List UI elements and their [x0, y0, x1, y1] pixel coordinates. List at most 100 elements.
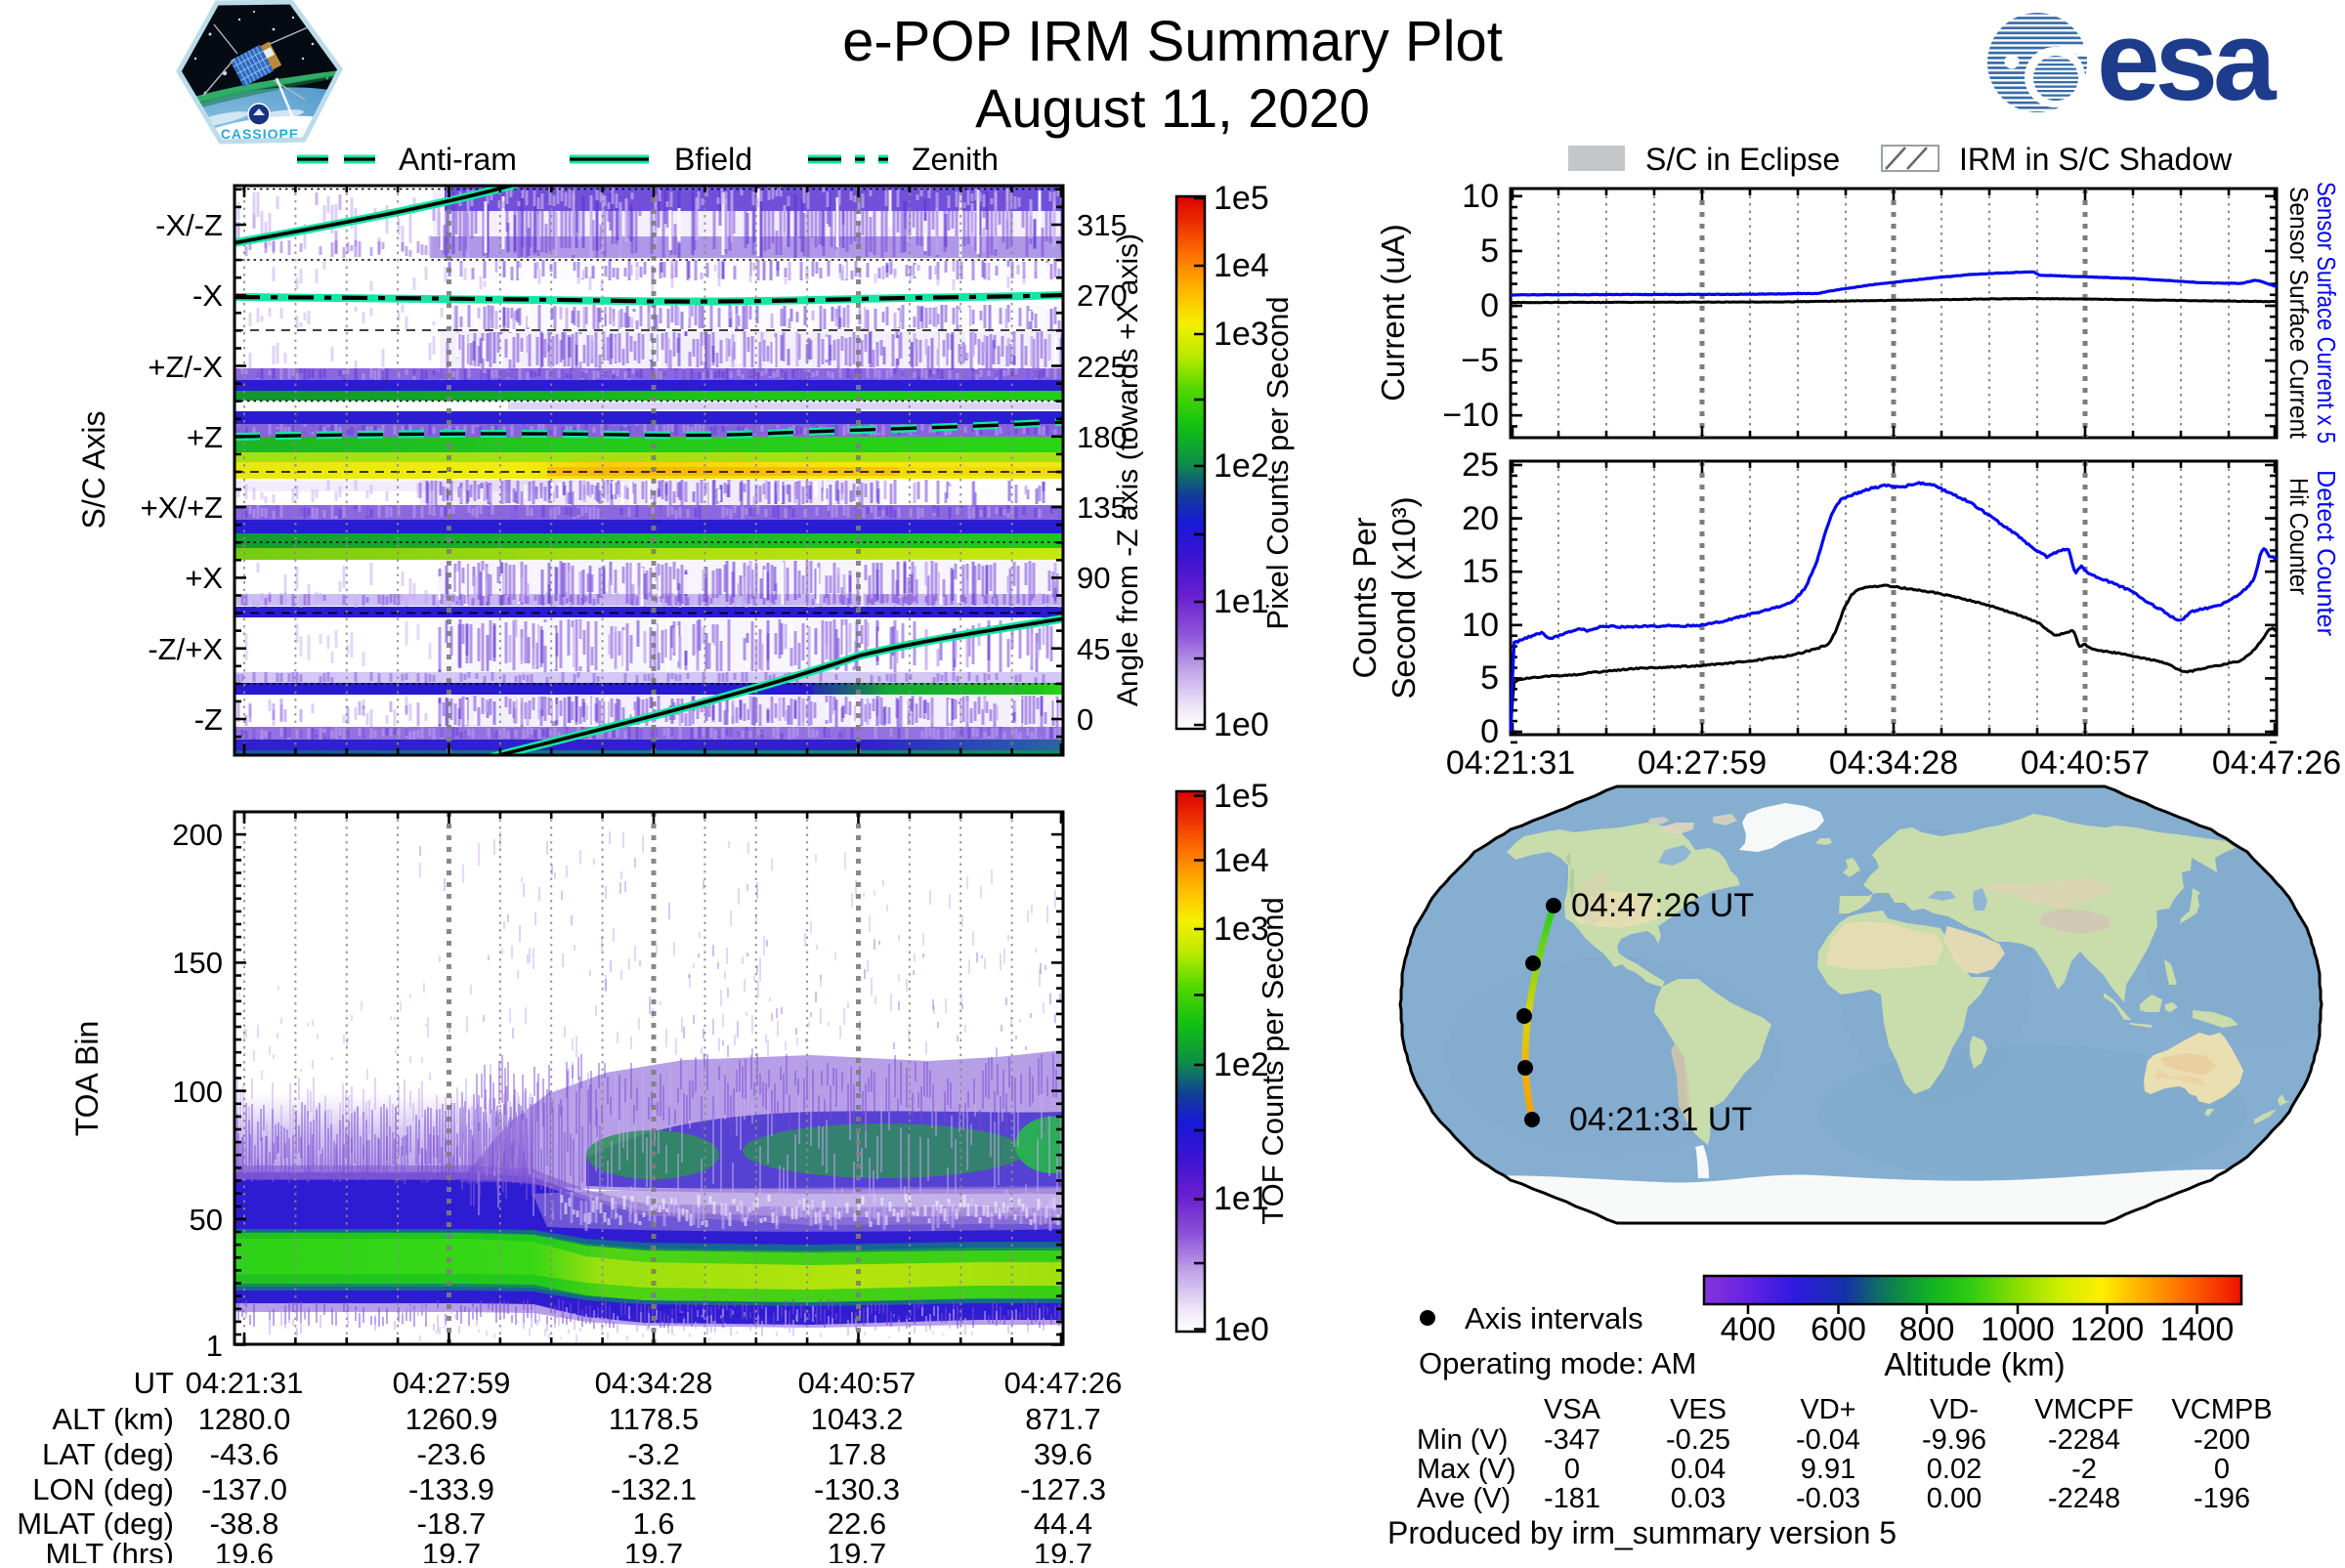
svg-text:04:21:31: 04:21:31: [186, 1366, 304, 1400]
svg-text:-2284: -2284: [2048, 1424, 2120, 1456]
svg-text:04:40:57: 04:40:57: [2021, 744, 2150, 782]
svg-text:20: 20: [1462, 500, 1499, 537]
svg-text:200: 200: [172, 818, 223, 852]
svg-text:IRM in S/C Shadow: IRM in S/C Shadow: [1959, 142, 2233, 177]
svg-text:1200: 1200: [2070, 1311, 2145, 1348]
svg-text:-0.04: -0.04: [1796, 1424, 1860, 1456]
svg-text:1260.9: 1260.9: [405, 1402, 498, 1436]
svg-text:Zenith: Zenith: [912, 142, 999, 177]
svg-text:MLT (hrs): MLT (hrs): [46, 1537, 174, 1563]
svg-text:39.6: 39.6: [1034, 1437, 1092, 1471]
svg-text:44.4: 44.4: [1034, 1506, 1092, 1541]
svg-text:Altitude (km): Altitude (km): [1884, 1346, 2065, 1382]
svg-text:1e1: 1e1: [1214, 1180, 1269, 1217]
svg-text:10: 10: [1462, 178, 1499, 215]
svg-text:0: 0: [1480, 713, 1499, 750]
svg-text:Max (V): Max (V): [1417, 1454, 1516, 1485]
svg-text:800: 800: [1899, 1311, 1955, 1348]
svg-text:-X: -X: [192, 278, 223, 313]
svg-text:19.6: 19.6: [215, 1537, 274, 1563]
svg-text:VCMPB: VCMPB: [2171, 1394, 2272, 1425]
svg-text:-130.3: -130.3: [814, 1472, 900, 1506]
svg-text:1e3: 1e3: [1214, 316, 1269, 353]
svg-text:Min (V): Min (V): [1417, 1424, 1508, 1456]
svg-text:0: 0: [1480, 287, 1499, 324]
svg-text:MLAT (deg): MLAT (deg): [17, 1506, 174, 1541]
svg-text:-Z: -Z: [194, 702, 223, 737]
svg-text:1e0: 1e0: [1214, 706, 1269, 743]
svg-text:1e4: 1e4: [1214, 247, 1269, 284]
svg-text:-43.6: -43.6: [210, 1437, 279, 1471]
svg-text:1: 1: [206, 1329, 223, 1363]
svg-text:-137.0: -137.0: [201, 1472, 287, 1506]
svg-text:LAT (deg): LAT (deg): [42, 1437, 174, 1471]
svg-text:-38.8: -38.8: [210, 1506, 279, 1541]
svg-text:25: 25: [1462, 446, 1499, 484]
svg-text:150: 150: [172, 946, 223, 980]
svg-text:Ave (V): Ave (V): [1417, 1483, 1511, 1514]
svg-text:0: 0: [1564, 1454, 1580, 1485]
svg-text:S/C in Eclipse: S/C in Eclipse: [1645, 142, 1840, 177]
svg-text:1400: 1400: [2160, 1311, 2235, 1348]
svg-text:04:21:31: 04:21:31: [1446, 744, 1575, 782]
svg-text:270: 270: [1077, 278, 1128, 313]
svg-text:225: 225: [1077, 350, 1128, 384]
svg-text:04:21:31 UT: 04:21:31 UT: [1569, 1101, 1752, 1138]
svg-text:S/C Axis: S/C Axis: [76, 411, 111, 530]
svg-text:1e0: 1e0: [1214, 1311, 1269, 1348]
svg-text:esa: esa: [2097, 0, 2278, 124]
svg-text:9.91: 9.91: [1801, 1454, 1855, 1485]
svg-text:45: 45: [1077, 632, 1110, 666]
svg-text:Produced by irm_summary versio: Produced by irm_summary version 5: [1387, 1515, 1897, 1550]
svg-text:0: 0: [1077, 702, 1093, 737]
svg-text:Current (uA): Current (uA): [1375, 224, 1411, 402]
svg-text:-196: -196: [2194, 1483, 2250, 1514]
svg-text:Sensor Surface Current: Sensor Surface Current: [2284, 187, 2314, 440]
svg-text:-133.9: -133.9: [408, 1472, 494, 1506]
svg-text:19.7: 19.7: [828, 1537, 886, 1563]
svg-text:August 11, 2020: August 11, 2020: [975, 77, 1370, 139]
svg-text:400: 400: [1721, 1311, 1776, 1348]
svg-text:VMCPF: VMCPF: [2034, 1394, 2134, 1425]
svg-text:1280.0: 1280.0: [198, 1402, 291, 1436]
svg-text:19.7: 19.7: [1034, 1537, 1092, 1563]
svg-text:5: 5: [1480, 659, 1499, 697]
svg-text:17.8: 17.8: [828, 1437, 886, 1471]
svg-text:0.00: 0.00: [1927, 1483, 1982, 1514]
svg-text:Sensor Surface Current x 5: Sensor Surface Current x 5: [2312, 182, 2341, 444]
svg-text:Anti-ram: Anti-ram: [399, 142, 517, 177]
svg-text:-Z/+X: -Z/+X: [148, 632, 223, 666]
svg-text:-3.2: -3.2: [627, 1437, 679, 1471]
svg-text:19.7: 19.7: [422, 1537, 481, 1563]
svg-text:VD-: VD-: [1930, 1394, 1979, 1425]
svg-text:10: 10: [1462, 607, 1499, 644]
svg-text:-0.03: -0.03: [1796, 1483, 1860, 1514]
svg-text:+X/+Z: +X/+Z: [141, 490, 223, 525]
svg-text:−5: −5: [1461, 342, 1499, 379]
svg-text:0.02: 0.02: [1927, 1454, 1982, 1485]
svg-text:LON (deg): LON (deg): [32, 1472, 174, 1506]
svg-text:1e5: 1e5: [1214, 778, 1269, 815]
svg-text:04:27:59: 04:27:59: [1638, 744, 1767, 782]
svg-text:0.04: 0.04: [1671, 1454, 1726, 1485]
svg-text:Second (x10³): Second (x10³): [1386, 496, 1422, 699]
svg-text:315: 315: [1077, 208, 1128, 242]
svg-text:CASSIOPE: CASSIOPE: [221, 126, 299, 142]
svg-text:871.7: 871.7: [1025, 1402, 1101, 1436]
svg-text:04:47:26: 04:47:26: [1004, 1366, 1123, 1400]
svg-text:1e2: 1e2: [1214, 447, 1269, 485]
svg-text:1043.2: 1043.2: [811, 1402, 904, 1436]
svg-text:50: 50: [190, 1203, 223, 1237]
svg-text:Hit Counter: Hit Counter: [2284, 478, 2314, 595]
svg-text:1000: 1000: [1981, 1311, 2055, 1348]
svg-text:-0.25: -0.25: [1666, 1424, 1730, 1456]
svg-text:-23.6: -23.6: [417, 1437, 487, 1471]
svg-text:1e1: 1e1: [1214, 583, 1269, 620]
svg-text:1.6: 1.6: [632, 1506, 674, 1541]
svg-text:1178.5: 1178.5: [609, 1402, 700, 1436]
svg-text:04:34:28: 04:34:28: [595, 1366, 713, 1400]
svg-text:UT: UT: [134, 1366, 174, 1400]
svg-text:04:27:59: 04:27:59: [393, 1366, 511, 1400]
svg-text:TOA Bin: TOA Bin: [69, 1021, 105, 1137]
svg-text:VD+: VD+: [1800, 1394, 1855, 1425]
